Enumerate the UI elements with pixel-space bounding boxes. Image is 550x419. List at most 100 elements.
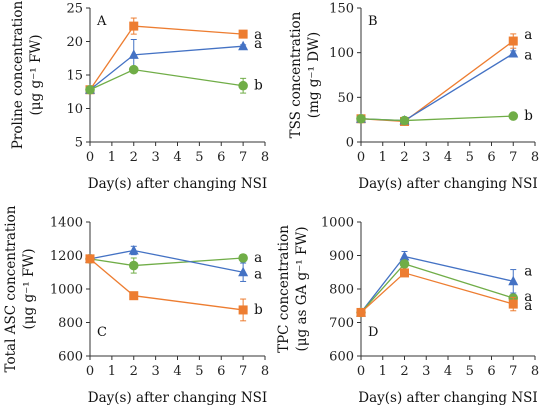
y-axis-unit: (mg g⁻¹ DW) [306, 32, 322, 118]
x-tick-label: 4 [173, 364, 181, 379]
series-blue: a [356, 48, 532, 125]
x-axis-title: Day(s) after changing NSI [88, 390, 267, 406]
x-tick-label: 7 [509, 364, 517, 379]
data-point [238, 305, 248, 315]
series-green: a [85, 250, 262, 274]
series-line [89, 68, 244, 91]
data-point [238, 266, 249, 277]
series-line [89, 258, 244, 311]
x-tick-label: 3 [151, 364, 159, 379]
x-tick-label: 2 [400, 150, 408, 165]
y-tick-label: 1000 [50, 283, 83, 298]
data-point [238, 40, 249, 51]
x-tick-label: 7 [239, 364, 247, 379]
significance-letter: a [524, 27, 532, 43]
series-orange: a [85, 17, 262, 95]
data-point [129, 21, 139, 31]
data-point [85, 84, 95, 95]
data-point [128, 64, 139, 75]
series-line [360, 53, 514, 122]
significance-letter: a [254, 27, 262, 43]
x-tick-label: 5 [466, 150, 474, 165]
series-green: b [85, 64, 263, 95]
data-point [508, 111, 519, 121]
series-line [360, 263, 514, 313]
y-axis-title: Total ASC concentration [3, 205, 19, 372]
panel-letter: A [96, 14, 107, 29]
x-tick-label: 6 [217, 150, 225, 165]
series-line [360, 255, 514, 313]
panel-c: 0 1 2 3 4 5 6 7 8 600 800 1000 1200 1400 Day(s) after … [3, 205, 269, 406]
data-point [238, 29, 248, 39]
y-tick-label: 100 [329, 46, 354, 61]
x-axis-title: Day(s) after changing NSI [358, 390, 537, 406]
y-tick-label: 5 [75, 136, 83, 151]
data-point [129, 291, 139, 301]
x-tick-label: 7 [239, 150, 247, 165]
y-tick-label: 150 [329, 2, 354, 17]
series-orange: a [356, 268, 532, 317]
x-tick-label: 5 [195, 364, 203, 379]
data-point [508, 48, 519, 58]
y-axis-title: TPC concentration [276, 225, 292, 353]
y-tick-label: 700 [329, 316, 354, 331]
y-tick-label: 800 [58, 316, 83, 331]
data-point [399, 259, 410, 269]
x-tick-label: 1 [108, 364, 116, 379]
x-tick-label: 0 [357, 364, 365, 379]
series-orange: b [85, 254, 263, 322]
data-point [85, 254, 95, 264]
x-tick-label: 6 [217, 364, 225, 379]
series-line [360, 115, 514, 122]
x-tick-label: 4 [173, 150, 181, 165]
x-tick-label: 4 [444, 364, 452, 379]
data-point [399, 115, 410, 126]
data-point [128, 49, 139, 59]
x-tick-label: 2 [130, 150, 138, 165]
y-tick-label: 600 [329, 350, 354, 365]
data-point [508, 36, 518, 46]
y-axis-unit: (μg as GA g⁻¹ FW) [294, 226, 310, 351]
y-tick-label: 1000 [321, 216, 354, 231]
x-tick-label: 1 [108, 150, 116, 165]
significance-letter: a [254, 266, 262, 282]
y-tick-label: 25 [66, 2, 83, 17]
x-tick-label: 2 [130, 364, 138, 379]
x-tick-label: 7 [509, 150, 517, 165]
data-point [508, 299, 518, 309]
x-tick-label: 5 [466, 364, 474, 379]
y-tick-label: 10 [66, 102, 83, 117]
panel-letter: C [97, 325, 107, 340]
y-tick-label: 1200 [50, 249, 83, 264]
x-tick-label: 2 [400, 364, 408, 379]
data-point [356, 113, 366, 124]
series-line [360, 40, 514, 123]
series-line [89, 25, 244, 91]
x-tick-label: 3 [422, 364, 430, 379]
y-tick-label: 0 [346, 136, 354, 151]
y-tick-label: 15 [66, 69, 83, 84]
x-tick-label: 8 [531, 364, 539, 379]
data-point [238, 80, 248, 91]
significance-letter: b [524, 108, 533, 124]
x-tick-label: 3 [151, 150, 159, 165]
significance-letter: a [524, 263, 532, 279]
y-tick-label: 900 [329, 249, 354, 264]
x-axis-title: Day(s) after changing NSI [358, 176, 537, 192]
series-line [89, 257, 244, 267]
data-point [128, 244, 139, 255]
y-tick-label: 1400 [50, 216, 83, 231]
series-line [89, 45, 244, 91]
data-point [128, 260, 139, 271]
x-tick-label: 0 [86, 150, 94, 165]
x-tick-label: 1 [379, 364, 387, 379]
panel-d: 0 1 2 3 4 5 6 7 8 600 700 800 900 1000 Day(s) after ch… [276, 216, 539, 407]
y-axis-unit: (μg g⁻¹ FW) [28, 35, 44, 116]
data-point [356, 307, 366, 317]
y-tick-label: 800 [329, 283, 354, 298]
x-tick-label: 0 [86, 364, 94, 379]
data-point [399, 251, 410, 261]
